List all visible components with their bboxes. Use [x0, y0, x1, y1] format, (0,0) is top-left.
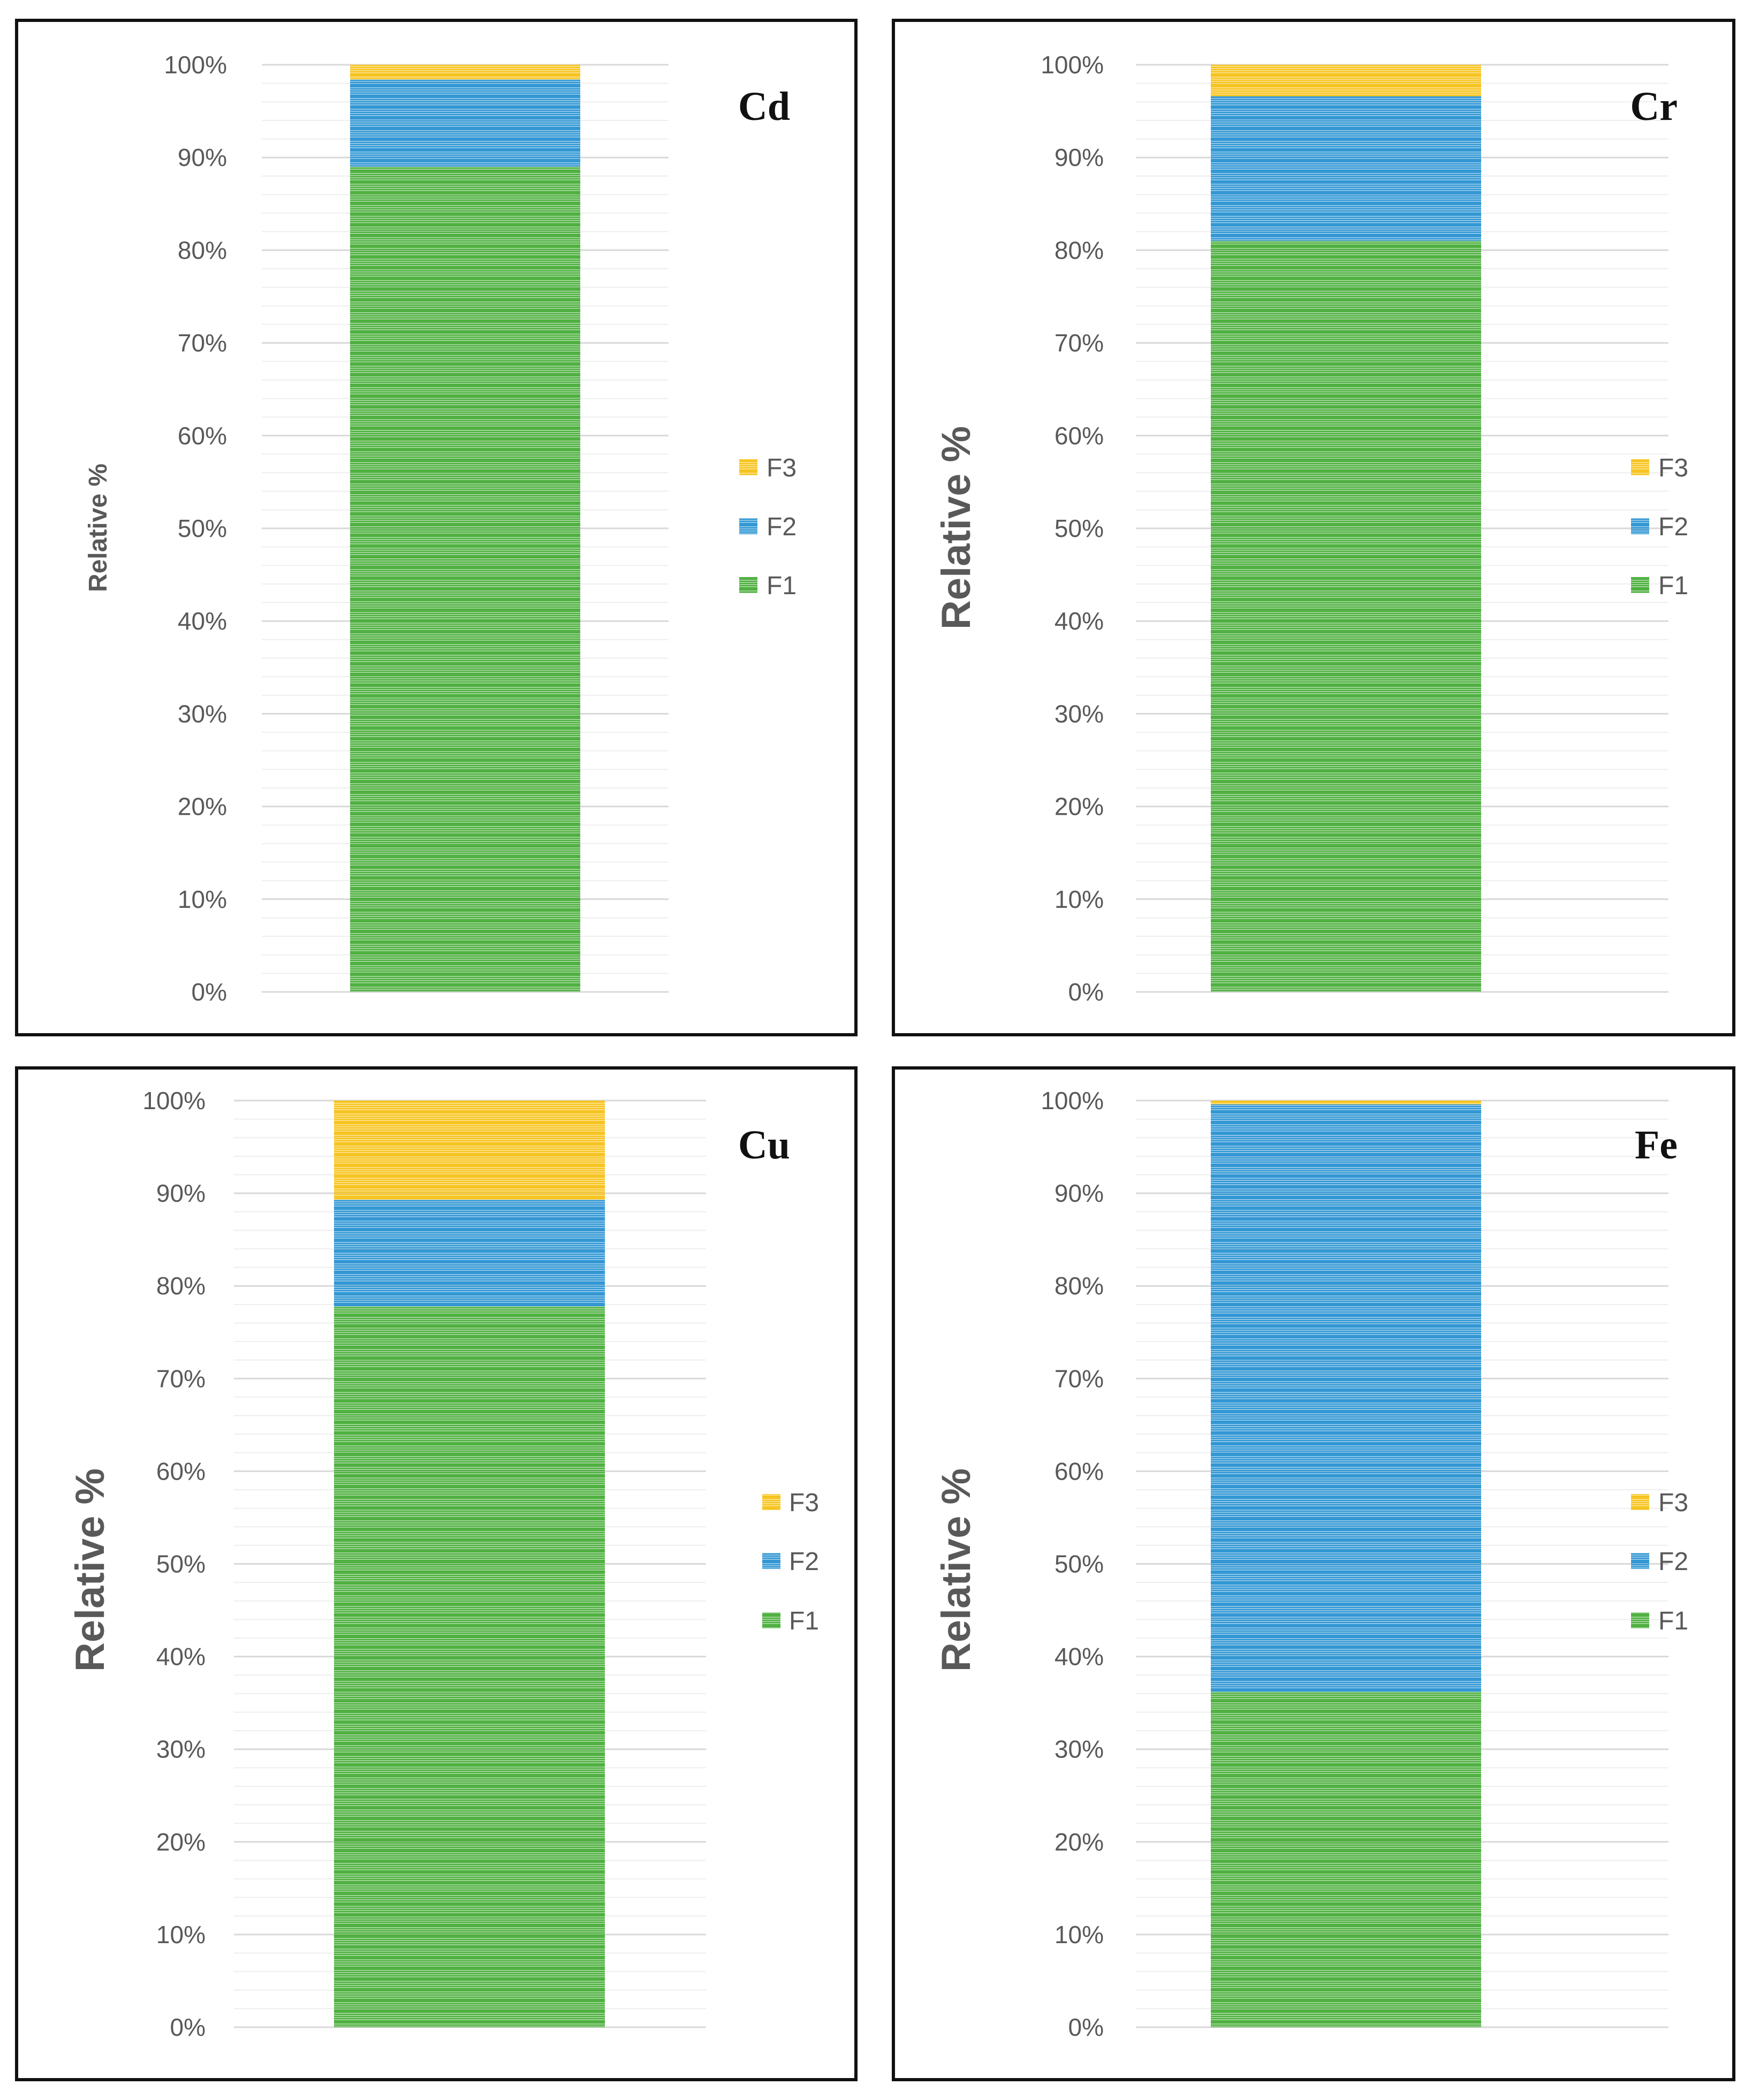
legend-swatch-f3 — [739, 459, 757, 475]
y-tick-label: 50% — [1055, 1550, 1104, 1578]
y-tick-label: 100% — [1041, 51, 1104, 79]
y-tick-label: 70% — [178, 329, 227, 357]
y-tick-label: 40% — [1055, 1643, 1104, 1671]
y-tick-label: 50% — [178, 514, 227, 542]
bar-segment-f2 — [350, 79, 580, 167]
legend-swatch-f1 — [1631, 577, 1649, 593]
y-tick-label: 30% — [156, 1735, 206, 1763]
y-tick-label: 0% — [170, 2013, 206, 2041]
legend-swatch-f2 — [762, 1553, 780, 1569]
legend-swatch-f3 — [762, 1494, 780, 1510]
legend-label-f1: F1 — [1658, 1607, 1688, 1635]
y-tick-label: 20% — [1055, 1828, 1104, 1856]
bar-segment-f1 — [1211, 241, 1481, 992]
bar-segment-f2 — [1211, 96, 1481, 241]
y-axis-label: Relative % — [934, 426, 979, 630]
y-tick-label: 80% — [1055, 236, 1104, 264]
y-tick-label: 70% — [1055, 329, 1104, 357]
chart-element-title: Fe — [1635, 1123, 1678, 1167]
legend-swatch-f1 — [762, 1612, 780, 1628]
chart-panel-cd: 0% 10% 20% 30% 40% 50% 60% 70% 80% 90% 100% Relativ… — [15, 19, 858, 1036]
y-tick-label: 10% — [1055, 885, 1104, 913]
y-tick-label: 90% — [178, 143, 227, 171]
legend-label-f2: F2 — [1658, 513, 1688, 541]
y-tick-label: 30% — [1055, 1735, 1104, 1763]
y-tick-label: 90% — [156, 1179, 206, 1207]
legend-label-f1: F1 — [1658, 572, 1688, 600]
stacked-bar-chart: 0% 10% 20% 30% 40% 50% 60% 70% 80% 90% 100% Relativ… — [934, 51, 1688, 1006]
y-tick-label: 40% — [178, 607, 227, 635]
legend-swatch-f2 — [1631, 1553, 1649, 1569]
chart-element-title: Cu — [738, 1123, 790, 1167]
legend-label-f2: F2 — [767, 513, 797, 541]
y-tick-label: 90% — [1055, 1179, 1104, 1207]
y-tick-label: 100% — [142, 1087, 206, 1115]
legend-label-f3: F3 — [789, 1489, 819, 1517]
y-tick-label: 20% — [1055, 793, 1104, 821]
y-tick-label: 60% — [178, 422, 227, 450]
chart-panel-cr: 0% 10% 20% 30% 40% 50% 60% 70% 80% 90% 100% Relativ… — [892, 19, 1735, 1036]
legend-swatch-f2 — [1631, 518, 1649, 534]
y-tick-label: 60% — [1055, 1457, 1104, 1485]
legend-label-f3: F3 — [1658, 1489, 1688, 1517]
y-tick-label: 10% — [156, 1921, 206, 1949]
y-axis-label: Relative % — [67, 1468, 113, 1672]
legend-label-f1: F1 — [789, 1607, 819, 1635]
y-tick-label: 90% — [1055, 143, 1104, 171]
y-tick-label: 60% — [1055, 422, 1104, 450]
legend-swatch-f1 — [1631, 1612, 1649, 1628]
y-tick-label: 20% — [156, 1828, 206, 1856]
stacked-bar-chart: 0% 10% 20% 30% 40% 50% 60% 70% 80% 90% 100% Relativ… — [84, 51, 797, 1006]
bar-segment-f1 — [350, 166, 580, 992]
legend-swatch-f2 — [739, 518, 757, 534]
y-tick-label: 70% — [156, 1364, 206, 1392]
y-tick-label: 50% — [1055, 514, 1104, 542]
chart-panel-fe: 0% 10% 20% 30% 40% 50% 60% 70% 80% 90% 100% Relativ… — [892, 1066, 1735, 2081]
legend-label-f3: F3 — [1658, 454, 1688, 482]
bar-segment-f1 — [1211, 1692, 1481, 2027]
y-tick-label: 0% — [1068, 2013, 1104, 2041]
legend-label-f2: F2 — [789, 1548, 819, 1576]
bar-segment-f3 — [334, 1101, 605, 1200]
y-tick-label: 80% — [178, 236, 227, 264]
y-tick-label: 30% — [1055, 700, 1104, 727]
y-tick-label: 20% — [178, 793, 227, 821]
y-tick-label: 40% — [156, 1643, 206, 1671]
stacked-bar-chart: 0% 10% 20% 30% 40% 50% 60% 70% 80% 90% 100% Relativ… — [934, 1087, 1688, 2041]
y-axis-label: Relative % — [934, 1468, 979, 1672]
y-tick-label: 40% — [1055, 607, 1104, 635]
bar-segment-f3 — [1211, 65, 1481, 96]
y-tick-label: 0% — [1068, 978, 1104, 1006]
bar-segment-f2 — [334, 1200, 605, 1307]
y-tick-label: 0% — [192, 978, 227, 1006]
bar-segment-f3 — [1211, 1101, 1481, 1104]
y-tick-label: 80% — [156, 1272, 206, 1300]
y-tick-label: 60% — [156, 1457, 206, 1485]
legend-swatch-f3 — [1631, 1494, 1649, 1510]
legend-label-f2: F2 — [1658, 1548, 1688, 1576]
y-tick-label: 70% — [1055, 1364, 1104, 1392]
stacked-bar-chart: 0% 10% 20% 30% 40% 50% 60% 70% 80% 90% 100% Relativ… — [67, 1087, 819, 2041]
legend-label-f1: F1 — [767, 572, 797, 600]
y-tick-label: 50% — [156, 1550, 206, 1578]
y-tick-label: 10% — [178, 885, 227, 913]
legend-label-f3: F3 — [767, 454, 797, 482]
legend-swatch-f1 — [739, 577, 757, 593]
y-tick-label: 10% — [1055, 1921, 1104, 1949]
y-tick-label: 100% — [164, 51, 227, 79]
y-tick-label: 100% — [1041, 1087, 1104, 1115]
y-axis-label: Relative % — [84, 464, 112, 592]
y-tick-label: 80% — [1055, 1272, 1104, 1300]
bar-segment-f3 — [350, 65, 580, 80]
legend-swatch-f3 — [1631, 459, 1649, 475]
bar-segment-f2 — [1211, 1104, 1481, 1692]
y-tick-label: 30% — [178, 700, 227, 727]
chart-element-title: Cd — [738, 84, 790, 129]
chart-element-title: Cr — [1630, 84, 1678, 129]
chart-panel-cu: 0% 10% 20% 30% 40% 50% 60% 70% 80% 90% 100% Relativ… — [15, 1066, 858, 2081]
bar-segment-f1 — [334, 1306, 605, 2027]
